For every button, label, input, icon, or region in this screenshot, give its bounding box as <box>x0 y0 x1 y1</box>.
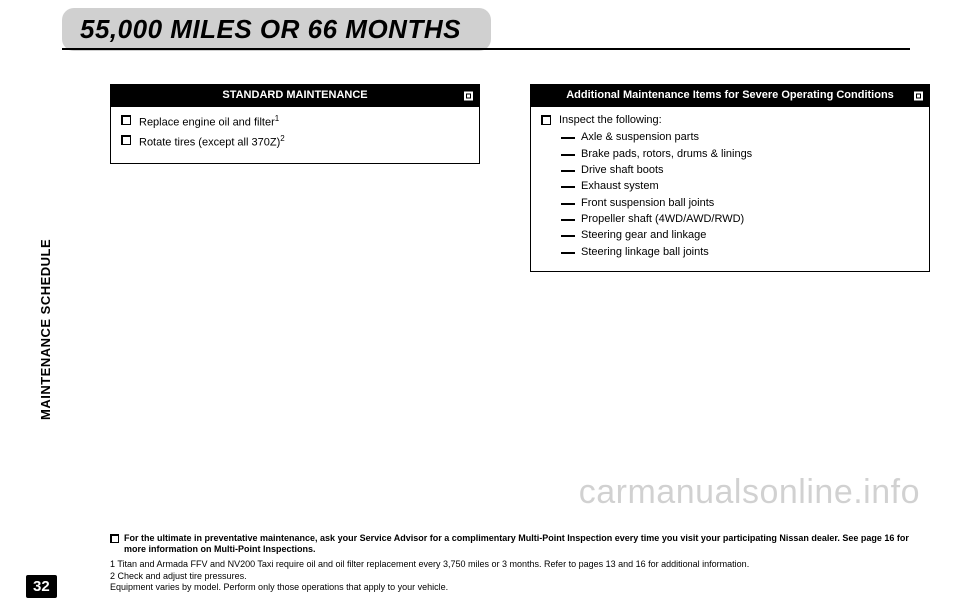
watermark: carmanualsonline.info <box>579 473 920 512</box>
list-item: Exhaust system <box>561 179 919 194</box>
footnote-line: Equipment varies by model. Perform only … <box>110 582 910 594</box>
checkbox-icon <box>541 115 551 125</box>
dash-icon <box>561 235 575 237</box>
footnote-line: 1 Titan and Armada FFV and NV200 Taxi re… <box>110 559 910 571</box>
standard-maintenance-box: STANDARD MAINTENANCE Replace engine oil … <box>110 84 480 164</box>
dash-icon <box>561 219 575 221</box>
list-item: Front suspension ball joints <box>561 196 919 211</box>
dash-icon <box>561 170 575 172</box>
footnote-lead: For the ultimate in preventative mainten… <box>110 533 910 556</box>
dash-icon <box>561 137 575 139</box>
dash-icon <box>561 186 575 188</box>
dash-icon <box>561 203 575 205</box>
additional-maintenance-title: Additional Maintenance Items for Severe … <box>566 89 894 101</box>
list-item: Drive shaft boots <box>561 163 919 178</box>
standard-maintenance-body: Replace engine oil and filter1 Rotate ti… <box>111 107 479 163</box>
page-title-chip: 55,000 MILES OR 66 MONTHS <box>62 8 491 51</box>
list-item: Propeller shaft (4WD/AWD/RWD) <box>561 212 919 227</box>
additional-maintenance-box: Additional Maintenance Items for Severe … <box>530 84 930 272</box>
side-section-label: MAINTENANCE SCHEDULE <box>38 239 53 420</box>
side-label-wrap: MAINTENANCE SCHEDULE <box>38 160 58 420</box>
checkbox-icon <box>914 91 923 100</box>
dash-icon <box>561 252 575 254</box>
page-title: 55,000 MILES OR 66 MONTHS <box>80 14 461 44</box>
sub-list: Axle & suspension parts Brake pads, roto… <box>561 130 919 260</box>
sub-item-text: Drive shaft boots <box>581 163 664 178</box>
list-item: Replace engine oil and filter1 <box>121 113 469 131</box>
standard-maintenance-title: STANDARD MAINTENANCE <box>222 89 367 101</box>
sub-item-text: Axle & suspension parts <box>581 130 699 145</box>
list-item: Inspect the following: <box>541 113 919 128</box>
item-text: Replace engine oil and filter1 <box>139 113 279 131</box>
sub-item-text: Exhaust system <box>581 179 659 194</box>
item-text: Rotate tires (except all 370Z)2 <box>139 133 285 151</box>
footnotes: For the ultimate in preventative mainten… <box>110 533 910 594</box>
footnote-line: 2 Check and adjust tire pressures. <box>110 571 910 583</box>
standard-maintenance-header: STANDARD MAINTENANCE <box>111 85 479 107</box>
footnote-lead-text: For the ultimate in preventative mainten… <box>124 533 910 556</box>
header-band: 55,000 MILES OR 66 MONTHS <box>62 8 900 50</box>
checkbox-icon <box>121 135 131 145</box>
sub-item-text: Steering linkage ball joints <box>581 245 709 260</box>
sub-item-text: Propeller shaft (4WD/AWD/RWD) <box>581 212 744 227</box>
header-underline <box>62 48 910 50</box>
list-item: Rotate tires (except all 370Z)2 <box>121 133 469 151</box>
item-text: Inspect the following: <box>559 113 662 128</box>
list-item: Steering gear and linkage <box>561 228 919 243</box>
sub-item-text: Front suspension ball joints <box>581 196 714 211</box>
checkbox-icon <box>110 534 119 543</box>
checkbox-icon <box>121 115 131 125</box>
sub-item-text: Brake pads, rotors, drums & linings <box>581 147 752 162</box>
additional-maintenance-body: Inspect the following: Axle & suspension… <box>531 107 929 272</box>
additional-maintenance-header: Additional Maintenance Items for Severe … <box>531 85 929 107</box>
checkbox-icon <box>464 91 473 100</box>
page: 55,000 MILES OR 66 MONTHS STANDARD MAINT… <box>0 0 960 612</box>
page-number: 32 <box>26 575 57 598</box>
list-item: Axle & suspension parts <box>561 130 919 145</box>
list-item: Brake pads, rotors, drums & linings <box>561 147 919 162</box>
sub-item-text: Steering gear and linkage <box>581 228 706 243</box>
dash-icon <box>561 154 575 156</box>
list-item: Steering linkage ball joints <box>561 245 919 260</box>
